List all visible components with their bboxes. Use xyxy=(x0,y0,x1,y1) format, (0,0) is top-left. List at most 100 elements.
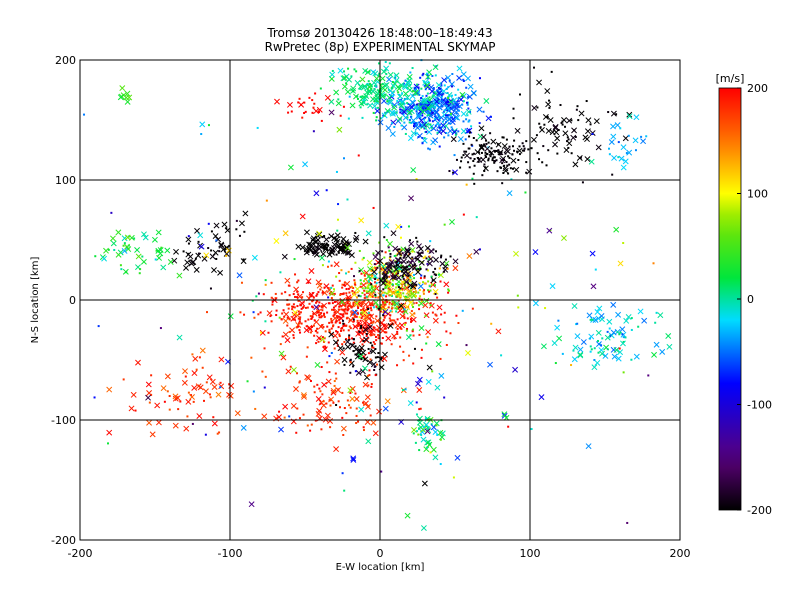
data-point-x xyxy=(626,111,633,118)
data-point-dot xyxy=(490,147,493,150)
data-point-x xyxy=(330,387,337,394)
data-point-dot xyxy=(337,315,340,318)
data-point-x xyxy=(613,346,620,353)
data-point-dot xyxy=(390,271,393,274)
data-point-dot xyxy=(337,326,340,329)
data-point-x xyxy=(321,289,328,296)
data-point-x xyxy=(449,116,456,123)
data-point-dot xyxy=(263,386,266,389)
data-point-dot xyxy=(363,274,366,277)
data-point-dot xyxy=(328,292,331,295)
data-point-dot xyxy=(472,152,475,155)
data-point-dot xyxy=(445,131,448,134)
data-point-dot xyxy=(243,230,246,233)
data-point-x xyxy=(405,253,411,259)
data-point-dot xyxy=(478,151,481,154)
data-point-dot xyxy=(218,250,221,253)
data-point-x xyxy=(480,134,487,140)
data-point-x xyxy=(411,264,418,271)
data-point-dot xyxy=(327,296,330,299)
data-point-dot xyxy=(311,251,314,254)
data-point-dot xyxy=(378,264,381,267)
data-point-x xyxy=(577,351,584,358)
data-point-dot xyxy=(195,368,198,371)
data-point-dot xyxy=(411,256,414,259)
data-point-dot xyxy=(589,350,592,353)
data-point-dot xyxy=(138,272,141,275)
x-tick-label: -100 xyxy=(218,547,243,560)
data-point-dot xyxy=(432,94,435,97)
grid-lines xyxy=(80,60,680,540)
data-point-dot xyxy=(418,93,421,96)
data-point-x xyxy=(430,277,437,284)
data-point-dot xyxy=(427,289,430,292)
data-point-dot xyxy=(463,150,466,153)
data-point-dot xyxy=(323,314,326,317)
data-point-x xyxy=(585,443,592,450)
data-point-dot xyxy=(536,152,539,155)
data-point-dot xyxy=(518,93,521,96)
data-point-dot xyxy=(374,348,377,351)
data-point-x xyxy=(659,348,666,355)
data-point-dot xyxy=(163,400,166,403)
data-point-dot xyxy=(374,285,377,288)
data-point-x xyxy=(632,137,639,144)
data-point-dot xyxy=(462,100,465,103)
data-point-x xyxy=(220,246,227,253)
data-point-dot xyxy=(292,305,295,308)
data-point-dot xyxy=(352,338,355,341)
data-point-dot xyxy=(434,274,437,277)
data-point-dot xyxy=(369,358,372,361)
data-point-dot xyxy=(336,218,339,221)
data-point-dot xyxy=(391,319,394,322)
data-point-dot xyxy=(333,288,336,291)
data-point-x xyxy=(282,230,289,237)
data-point-x xyxy=(353,300,360,307)
data-point-dot xyxy=(349,406,352,409)
data-point-x xyxy=(423,421,430,428)
data-point-dot xyxy=(365,290,368,293)
data-point-dot xyxy=(428,285,431,288)
data-point-dot xyxy=(398,248,401,251)
data-point-dot xyxy=(468,147,471,150)
data-point-x xyxy=(640,138,647,145)
data-point-x xyxy=(316,407,323,414)
data-point-dot xyxy=(287,303,290,306)
data-point-x xyxy=(453,108,460,115)
data-point-dot xyxy=(443,84,446,87)
data-point-x xyxy=(513,250,519,257)
data-point-dot xyxy=(468,166,471,169)
data-point-x xyxy=(313,108,320,115)
data-point-dot xyxy=(392,290,395,293)
data-point-dot xyxy=(449,255,452,258)
data-point-dot xyxy=(302,291,305,294)
data-point-x xyxy=(300,392,307,399)
data-point-x xyxy=(474,149,481,156)
data-point-x xyxy=(419,122,426,129)
data-point-dot xyxy=(358,301,361,304)
data-point-x xyxy=(154,402,161,409)
data-point-dot xyxy=(445,330,448,333)
data-point-dot xyxy=(391,283,394,286)
data-point-dot xyxy=(399,253,402,256)
data-point-x xyxy=(554,135,561,142)
data-point-x xyxy=(501,143,508,149)
data-point-dot xyxy=(278,410,281,413)
data-point-dot xyxy=(328,321,331,324)
data-point-dot xyxy=(357,348,360,351)
data-point-x xyxy=(156,254,163,261)
data-point-dot xyxy=(280,292,283,295)
data-point-dot xyxy=(313,391,316,394)
data-point-x xyxy=(201,255,208,262)
data-point-dot xyxy=(133,237,136,240)
data-point-dot xyxy=(401,92,404,95)
data-point-x xyxy=(303,327,310,334)
data-point-dot xyxy=(484,155,487,158)
data-point-dot xyxy=(508,145,511,148)
data-point-dot xyxy=(270,296,273,299)
data-point-x xyxy=(382,405,389,412)
data-point-dot xyxy=(535,134,538,137)
data-point-x xyxy=(666,343,673,350)
data-point-dot xyxy=(364,287,367,290)
data-point-dot xyxy=(415,178,418,181)
